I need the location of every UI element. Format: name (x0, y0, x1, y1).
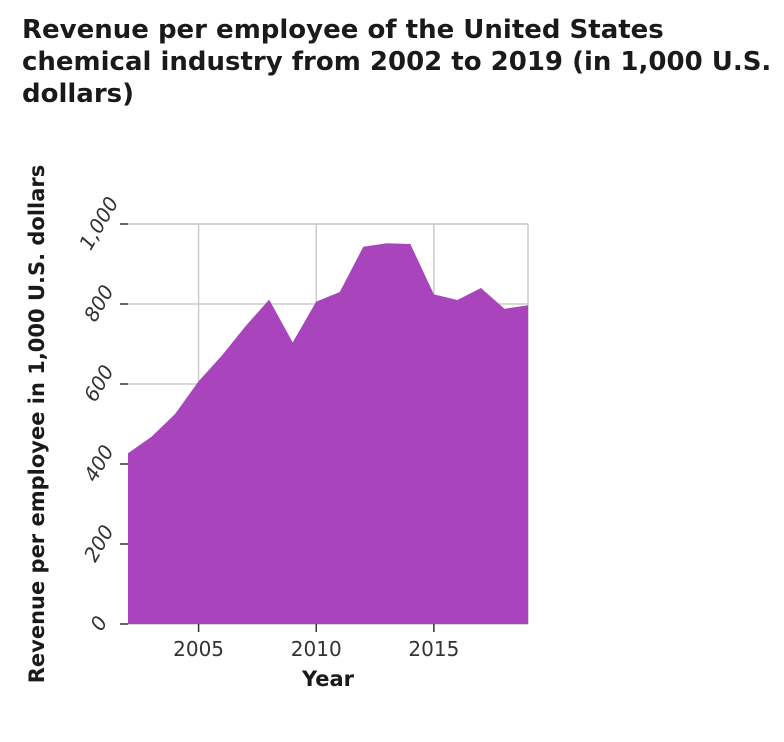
x-axis-label: Year (301, 667, 355, 691)
y-tick-label: 600 (79, 361, 119, 406)
chart-title: Revenue per employee of the United State… (22, 15, 772, 109)
y-tick-labels: 0 200 400 600 800 1,000 (74, 192, 123, 634)
x-tick-label: 2005 (173, 637, 224, 661)
y-tick-label: 400 (79, 441, 119, 486)
series-area (128, 243, 528, 624)
x-tick-labels: 2005 2010 2015 (173, 637, 459, 661)
y-tick-label: 200 (79, 521, 119, 566)
y-tick-label: 0 (85, 612, 112, 635)
y-tick-label: 1,000 (74, 192, 123, 254)
x-tick-label: 2015 (408, 637, 459, 661)
y-axis-label: Revenue per employee in 1,000 U.S. dolla… (25, 165, 49, 684)
x-tick-label: 2010 (291, 637, 342, 661)
y-tick-label: 800 (79, 281, 119, 326)
